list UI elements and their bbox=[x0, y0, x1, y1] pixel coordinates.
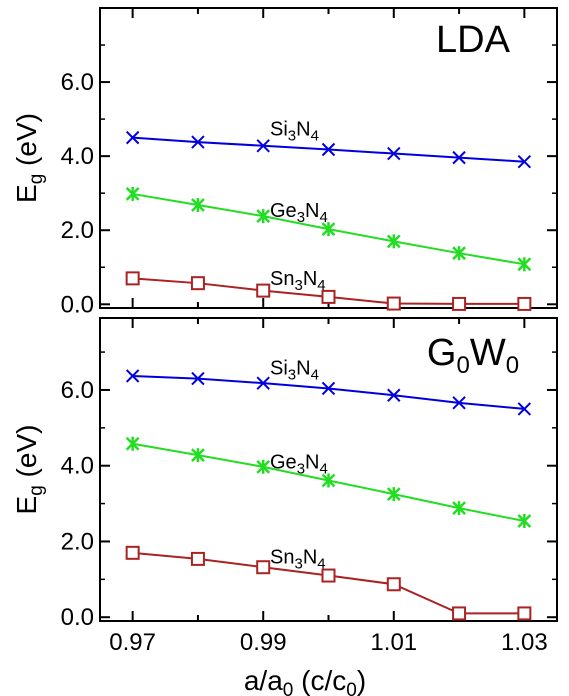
data-point bbox=[452, 396, 466, 410]
data-point bbox=[321, 289, 336, 304]
series-label: Sn3N4 bbox=[270, 268, 326, 294]
data-point bbox=[517, 154, 532, 169]
data-point bbox=[452, 150, 466, 165]
data-point bbox=[452, 296, 467, 311]
data-point bbox=[125, 369, 140, 383]
data-point bbox=[517, 402, 532, 416]
data-point bbox=[321, 222, 336, 237]
x-tick-label: 0.97 bbox=[109, 629, 156, 656]
data-point bbox=[125, 271, 140, 286]
panel-g0w0: 0.0 2.0 4.0 6.0 Eg (eV) G0W0 Si3N4 Ge3N4 Sn3N4 0.… bbox=[11, 317, 558, 656]
x-tick-label: 1.03 bbox=[501, 629, 548, 656]
x-tick-label: 0.99 bbox=[240, 629, 287, 656]
x-axis-label: a/a0 (c/c0) bbox=[244, 665, 366, 696]
data-point bbox=[321, 381, 336, 396]
data-point bbox=[190, 551, 205, 566]
y-tick-label: 6.0 bbox=[61, 377, 94, 404]
data-point bbox=[386, 296, 401, 311]
data-point bbox=[191, 135, 205, 149]
y-axis-label: Eg (eV) bbox=[11, 425, 47, 515]
data-point bbox=[321, 473, 336, 488]
x-tick-label: 1.01 bbox=[370, 629, 417, 656]
series-label: Si3N4 bbox=[270, 357, 319, 383]
panels-layer: 0.02.04.06.0Eg (eV)LDASi3N4Ge3N4Sn3N40.0… bbox=[11, 7, 558, 656]
series-sn3n4: Sn3N4 bbox=[125, 545, 532, 621]
data-point bbox=[321, 568, 336, 583]
y-axis-label: Eg (eV) bbox=[11, 113, 47, 203]
y-tick-label: 2.0 bbox=[61, 528, 94, 555]
data-point bbox=[321, 142, 336, 157]
data-point bbox=[190, 276, 205, 291]
data-point bbox=[517, 257, 532, 272]
series-label: Ge3N4 bbox=[270, 200, 328, 226]
data-point bbox=[387, 388, 401, 402]
series-line bbox=[132, 374, 525, 410]
data-point bbox=[256, 209, 271, 224]
data-point bbox=[191, 198, 205, 213]
data-point bbox=[452, 606, 467, 621]
data-point bbox=[191, 371, 205, 386]
data-point bbox=[256, 139, 270, 153]
data-point bbox=[191, 448, 205, 463]
data-point bbox=[125, 545, 140, 560]
series-ge3n4: Ge3N4 bbox=[125, 436, 532, 529]
series-sn3n4: Sn3N4 bbox=[125, 268, 532, 311]
y-tick-label: 0.0 bbox=[61, 604, 94, 631]
data-point bbox=[256, 283, 271, 298]
data-point bbox=[386, 487, 401, 502]
data-point bbox=[256, 459, 271, 474]
y-tick-label: 6.0 bbox=[61, 69, 94, 96]
series-label: Si3N4 bbox=[270, 118, 319, 144]
data-point bbox=[386, 577, 401, 592]
panel-lda: 0.0 2.0 4.0 6.0 Eg (eV) LDA Si3N4 Ge3N4 Sn3N4 bbox=[11, 7, 558, 318]
y-tick-label: 0.0 bbox=[61, 291, 94, 318]
series-si3n4: Si3N4 bbox=[125, 118, 532, 169]
data-point bbox=[125, 436, 140, 451]
panel-method-label: G0W0 bbox=[427, 332, 519, 379]
data-point bbox=[256, 560, 271, 575]
y-tick-label: 4.0 bbox=[61, 143, 94, 170]
series-si3n4: Si3N4 bbox=[125, 357, 532, 416]
data-point bbox=[517, 514, 532, 529]
y-tick-label: 2.0 bbox=[61, 217, 94, 244]
data-point bbox=[452, 246, 466, 261]
series-label: Sn3N4 bbox=[270, 547, 326, 573]
y-tick-label: 4.0 bbox=[61, 453, 94, 480]
data-point bbox=[386, 234, 401, 249]
series-label: Ge3N4 bbox=[270, 451, 328, 477]
data-point bbox=[517, 296, 532, 311]
data-point bbox=[125, 186, 140, 201]
panel-method-label: LDA bbox=[436, 19, 511, 61]
data-point bbox=[517, 606, 532, 621]
data-point bbox=[387, 146, 401, 161]
data-point bbox=[125, 130, 140, 145]
data-point bbox=[452, 501, 466, 516]
series-ge3n4: Ge3N4 bbox=[125, 186, 532, 272]
data-point bbox=[256, 376, 270, 390]
